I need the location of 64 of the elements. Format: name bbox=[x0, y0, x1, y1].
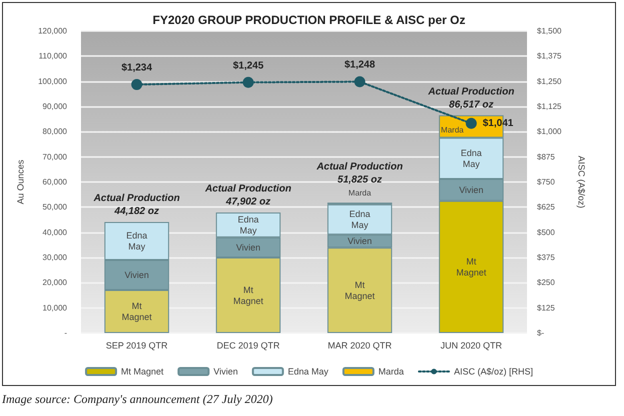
legend-label: AISC (A$/oz) [RHS] bbox=[454, 366, 533, 376]
text: Mt Magnet bbox=[456, 256, 486, 278]
point bbox=[354, 76, 366, 88]
y2-tick-label: $375 bbox=[537, 253, 556, 262]
y2-axis-title: AISC (A$/oz) bbox=[576, 156, 586, 208]
y-tick-label: - bbox=[64, 328, 68, 338]
text: Mt Magnet bbox=[233, 284, 264, 306]
point bbox=[131, 79, 142, 90]
y-tick-label: 50,000 bbox=[42, 202, 68, 212]
y-axis-title: Au Ounces bbox=[16, 159, 26, 204]
y-tick-label: 80,000 bbox=[42, 127, 68, 136]
y-tick-label: 100,000 bbox=[38, 76, 68, 86]
text: Vivien bbox=[459, 184, 484, 195]
y2-tick-label: $1,375 bbox=[537, 52, 562, 61]
data-label: $1,248 bbox=[344, 60, 376, 71]
y2-tick-label: $1,500 bbox=[537, 26, 562, 36]
chart-title: FY2020 GROUP PRODUCTION PROFILE & AISC per Oz bbox=[152, 13, 466, 27]
y-tick-label: 60,000 bbox=[42, 178, 68, 186]
point bbox=[242, 76, 254, 88]
y2-tick-label: $625 bbox=[537, 202, 556, 212]
y2-tick-label: $125 bbox=[537, 303, 556, 312]
data-label: $1,234 bbox=[121, 62, 152, 74]
text: Mt Magnet bbox=[122, 300, 152, 322]
text: Vivien bbox=[236, 242, 260, 252]
annotation: Actual Production 44,182 oz bbox=[92, 192, 180, 217]
y-tick-label: 110,000 bbox=[38, 52, 68, 61]
y2-tick-label: $750 bbox=[537, 178, 556, 186]
y-tick-label: 30,000 bbox=[42, 253, 68, 262]
y2-tick-label: $1,125 bbox=[537, 102, 562, 111]
y-tick-label: 90,000 bbox=[42, 102, 68, 111]
y-tick-label: 20,000 bbox=[42, 278, 68, 288]
annotation: Actual Production 47,902 oz bbox=[204, 183, 292, 208]
legend-label: Mt Magnet bbox=[121, 366, 164, 376]
y2-tick-label: $500 bbox=[537, 228, 556, 237]
y2-tick-label: $1,000 bbox=[537, 127, 562, 136]
text: Mt Magnet bbox=[344, 280, 375, 301]
y-tick-label: 70,000 bbox=[42, 152, 68, 162]
text: Edna May bbox=[238, 214, 259, 236]
text: Edna May bbox=[126, 230, 148, 252]
text: Vivien bbox=[124, 270, 149, 280]
y2-tick-label: $250 bbox=[537, 278, 556, 288]
legend-label: Vivien bbox=[214, 366, 238, 376]
text: Image source: Company's announcement (27 July 2020) bbox=[2, 392, 273, 407]
x-tick-label: DEC 2019 QTR bbox=[216, 340, 280, 350]
y2-tick-label: $875 bbox=[537, 152, 556, 162]
data-label: $1,245 bbox=[232, 60, 264, 72]
text: Edna May bbox=[349, 209, 370, 230]
legend-label: Edna May bbox=[288, 366, 329, 376]
text: Marda bbox=[348, 188, 372, 198]
text: Edna May bbox=[460, 148, 482, 169]
x-tick-label: JUN 2020 QTR bbox=[440, 340, 503, 350]
point bbox=[466, 118, 477, 129]
x-tick-label: SEP 2019 QTR bbox=[106, 340, 168, 350]
legend-label: Marda bbox=[378, 366, 404, 376]
annotation: Actual Production 51,825 oz bbox=[316, 162, 403, 186]
text: Marda bbox=[440, 126, 464, 135]
y-tick-label: 10,000 bbox=[42, 303, 68, 312]
annotation: Actual Production 86,517 oz bbox=[427, 86, 514, 110]
text: Vivien bbox=[348, 236, 372, 246]
y-tick-label: 120,000 bbox=[38, 26, 68, 36]
y-tick-label: 40,000 bbox=[42, 228, 68, 237]
y2-tick-label: $- bbox=[537, 328, 544, 338]
x-tick-label: MAR 2020 QTR bbox=[328, 340, 392, 350]
y2-tick-label: $1,250 bbox=[537, 76, 562, 86]
